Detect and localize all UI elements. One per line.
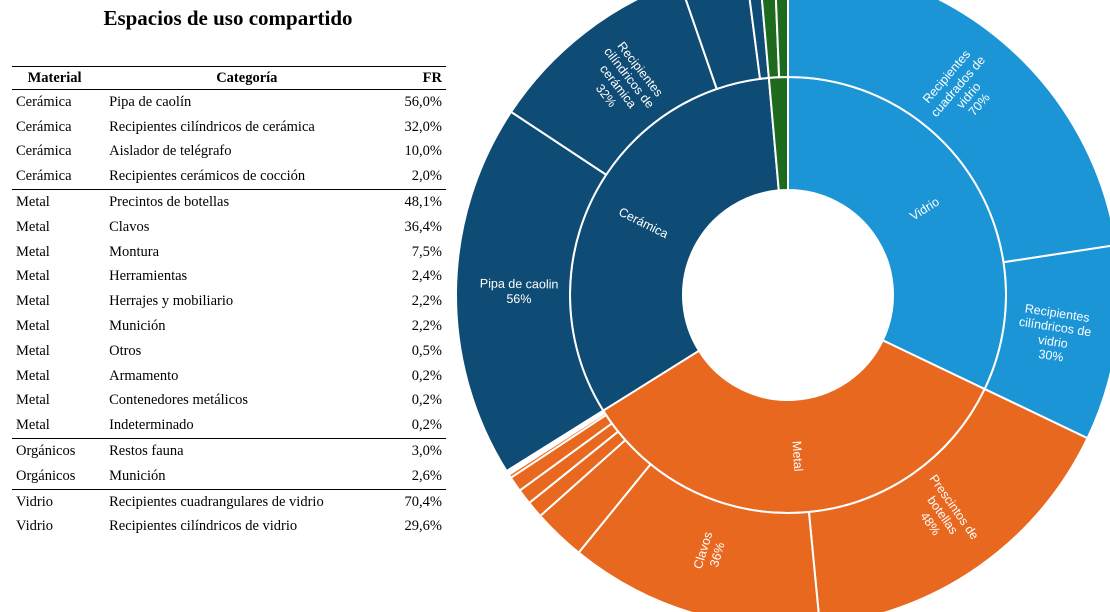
table-cell: 0,2% (411, 417, 442, 434)
table-cell: 0,2% (411, 367, 442, 384)
label-text: 30% (1037, 346, 1065, 365)
table-row: Orgánicos Restos fauna 3,0% (12, 438, 446, 464)
table-cell: 2,0% (411, 168, 442, 185)
table-cell: Metal (16, 392, 50, 409)
table-row: Metal Herramientas 2,4% (12, 265, 446, 290)
table-cell: Armamento (109, 367, 179, 384)
outer-segment (787, 0, 1110, 264)
table-cell: Herrajes y mobiliario (109, 293, 234, 310)
table-cell: Precintos de botellas (97, 189, 389, 215)
table-cell: Aislador de telégrafo (109, 143, 232, 160)
table-row: Cerámica Pipa de caolín 56,0% (12, 90, 446, 115)
label-text: Recipientes cilíndricos de vidrio (1018, 301, 1093, 351)
label-box: Pipa de caolin 56% (470, 241, 567, 342)
table-cell: Metal (16, 268, 50, 285)
table-cell: 70,4% (388, 488, 446, 515)
table-row: Orgánicos Munición 2,6% (12, 464, 446, 489)
table-cell: Otros (109, 342, 142, 359)
outer-segment (807, 387, 1089, 612)
table-cell: Munición (109, 318, 166, 335)
table-cell: 10,0% (404, 143, 442, 160)
table-cell: Metal (16, 293, 50, 310)
table-cell: Cerámica (16, 168, 72, 185)
table-cell: Vidrio (12, 488, 98, 515)
table-cell: 2,2% (411, 293, 442, 310)
table-row: Metal Armamento 0,2% (12, 364, 446, 389)
title: Espacios de uso compartido (103, 6, 353, 30)
table-cell: Orgánicos (16, 467, 76, 484)
table-cell: 0,5% (411, 342, 442, 359)
table-cell: 29,6% (404, 518, 442, 535)
table-cell: Metal (16, 417, 50, 434)
table-cell: Munición (109, 467, 166, 484)
table-cell: Metal (16, 367, 50, 384)
table-row: Cerámica Recipientes cerámicos de cocción… (12, 164, 446, 189)
table-row: Metal Herrajes y mobiliario 2,2% (12, 289, 446, 314)
table-cell: 7,5% (411, 243, 442, 260)
table-cell: Metal (12, 189, 98, 215)
table-cell: Metal (16, 318, 50, 335)
data-table: Material Categoría FR Cerámica Pipa de caol… (12, 66, 446, 539)
table-row: Metal Otros 0,5% (12, 339, 446, 364)
table-cell: Recipientes cilíndricos de vidrio (109, 518, 298, 535)
table-cell: Cerámica (16, 93, 72, 110)
table-cell: 36,4% (404, 218, 442, 235)
column-header: Categoría (97, 66, 389, 90)
table-cell: Restos fauna (97, 438, 389, 464)
table-cell: Metal (16, 243, 50, 260)
table-cell: Recipientes cuadrangulares de vidrio (97, 488, 389, 515)
table-cell: Indeterminado (109, 417, 194, 434)
table-row: Metal Montura 7,5% (12, 240, 446, 265)
table-row: Metal Clavos 36,4% (12, 215, 446, 240)
outer-segment (774, 0, 789, 79)
table-row: Cerámica Aislador de telégrafo 10,0% (12, 140, 446, 165)
table-row: Metal Precintos de botellas 48,1% (12, 189, 446, 215)
table-cell: 2,2% (411, 318, 442, 335)
table-cell: 3,0% (388, 438, 446, 464)
table-cell: 32,0% (404, 118, 442, 135)
table-cell: Pipa de caolín (109, 93, 192, 110)
label-box: Recipientes cilíndricos de vidrio 30% (999, 278, 1109, 391)
table-cell: Contenedores metálicos (109, 392, 249, 409)
table-row: Vidrio Recipientes cilíndricos de vidrio 2… (12, 515, 446, 540)
outer-segment (455, 110, 608, 473)
table-cell: 2,4% (411, 268, 442, 285)
table-cell: Cerámica (16, 143, 72, 160)
table-row: Vidrio Recipientes cuadrangulares de vidr… (12, 488, 446, 515)
table-cell: 56,0% (404, 93, 442, 110)
table-cell: 0,2% (411, 392, 442, 409)
table-row: Metal Contenedores metálicos 0,2% (12, 389, 446, 414)
table-row: Metal Munición 2,2% (12, 314, 446, 339)
table-row: Cerámica Recipientes cilíndricos de cerám… (12, 115, 446, 140)
table-cell: Orgánicos (12, 438, 98, 464)
label-text: 56% (506, 291, 532, 306)
label-text: Prescintos de botellas (924, 472, 982, 543)
table-cell: 2,6% (411, 467, 442, 484)
table-cell: 48,1% (388, 189, 446, 215)
column-header: Material (12, 66, 98, 90)
table-row: Metal Indeterminado 0,2% (12, 413, 446, 438)
table-cell: Herramientas (109, 268, 188, 285)
table-cell: Recipientes cilíndricos de cerámica (109, 118, 315, 135)
header-row: Material Categoría FR (12, 66, 446, 90)
table-cell: Metal (16, 342, 50, 359)
label-text: Pipa de caolin (479, 276, 559, 292)
table-cell: Montura (109, 243, 160, 260)
table-cell: Clavos (109, 218, 150, 235)
column-header: FR (388, 66, 446, 90)
outer-segment (509, 0, 719, 177)
label-text: Metal (789, 440, 806, 472)
table-cell: Vidrio (16, 518, 53, 535)
table-cell: Cerámica (16, 118, 72, 135)
table-cell: Metal (16, 218, 50, 235)
table-cell: Recipientes cerámicos de cocción (109, 168, 306, 185)
